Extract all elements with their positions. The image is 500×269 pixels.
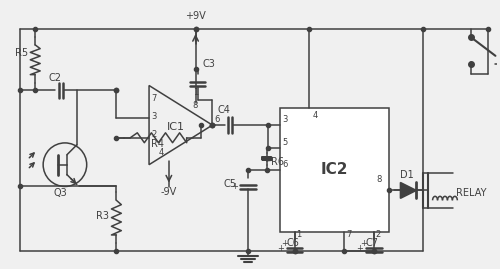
Text: -9V: -9V	[160, 187, 177, 197]
Text: +: +	[360, 239, 366, 248]
Text: C7: C7	[365, 238, 378, 248]
Text: +: +	[280, 239, 287, 248]
Bar	[280, 108, 388, 232]
Text: 2: 2	[151, 130, 156, 139]
Text: 4: 4	[312, 111, 318, 120]
Text: C4: C4	[218, 105, 230, 115]
Text: 3: 3	[151, 112, 156, 121]
Text: R6: R6	[271, 157, 284, 167]
Text: C3: C3	[202, 59, 215, 69]
Text: 5: 5	[282, 138, 288, 147]
Text: +: +	[230, 182, 237, 191]
Text: 8: 8	[192, 101, 198, 110]
Text: 2: 2	[376, 230, 381, 239]
Text: C2: C2	[48, 73, 62, 83]
Text: D1: D1	[400, 169, 414, 179]
Text: 4: 4	[159, 148, 164, 157]
Text: R5: R5	[15, 48, 28, 58]
Text: RELAY: RELAY	[456, 188, 486, 198]
Text: +: +	[356, 244, 364, 253]
Text: 1: 1	[192, 89, 198, 97]
Text: IC1: IC1	[167, 122, 185, 132]
Text: 7: 7	[151, 94, 156, 103]
Text: 6: 6	[282, 160, 288, 169]
Text: R4: R4	[152, 139, 164, 149]
Text: 1: 1	[296, 230, 302, 239]
Text: R3: R3	[96, 211, 109, 221]
Text: Q3: Q3	[53, 188, 67, 198]
Text: 6: 6	[214, 115, 220, 124]
Text: IC2: IC2	[320, 162, 348, 177]
Text: 3: 3	[282, 115, 288, 124]
Text: C5: C5	[224, 179, 236, 189]
Text: +9V: +9V	[185, 11, 206, 21]
Text: 8: 8	[376, 175, 382, 185]
Polygon shape	[400, 182, 416, 198]
Text: 7: 7	[346, 230, 352, 239]
Text: C6: C6	[286, 238, 299, 248]
Text: +: +	[277, 244, 284, 253]
